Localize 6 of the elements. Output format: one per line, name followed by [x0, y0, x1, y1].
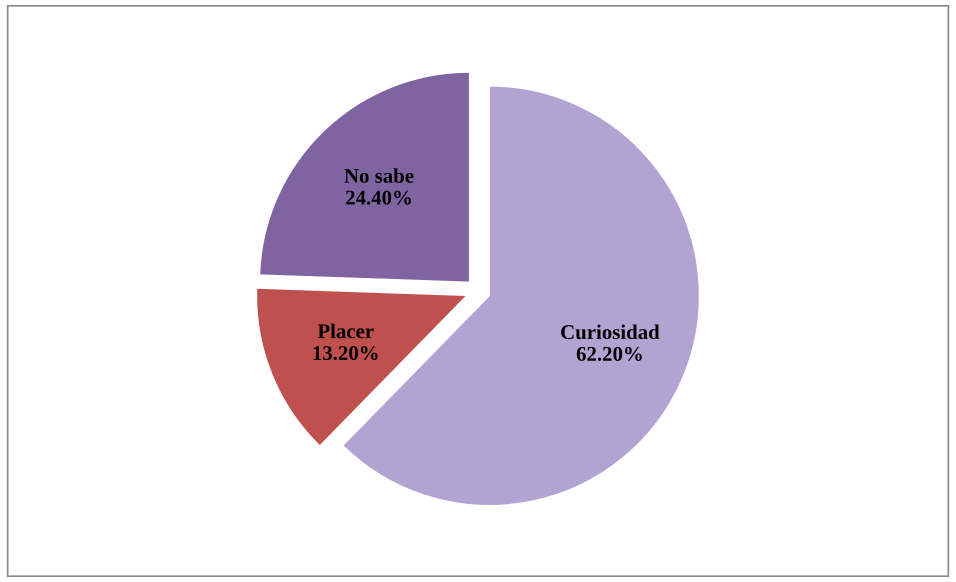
slice-label: No sabe: [344, 168, 414, 183]
data-label: 24.40%: [346, 190, 411, 205]
data-label: 13.20%: [314, 346, 378, 360]
slice-label: Placer: [318, 324, 374, 338]
slice-label: Curiosidad: [561, 324, 660, 340]
data-label: 62.20%: [576, 346, 642, 361]
